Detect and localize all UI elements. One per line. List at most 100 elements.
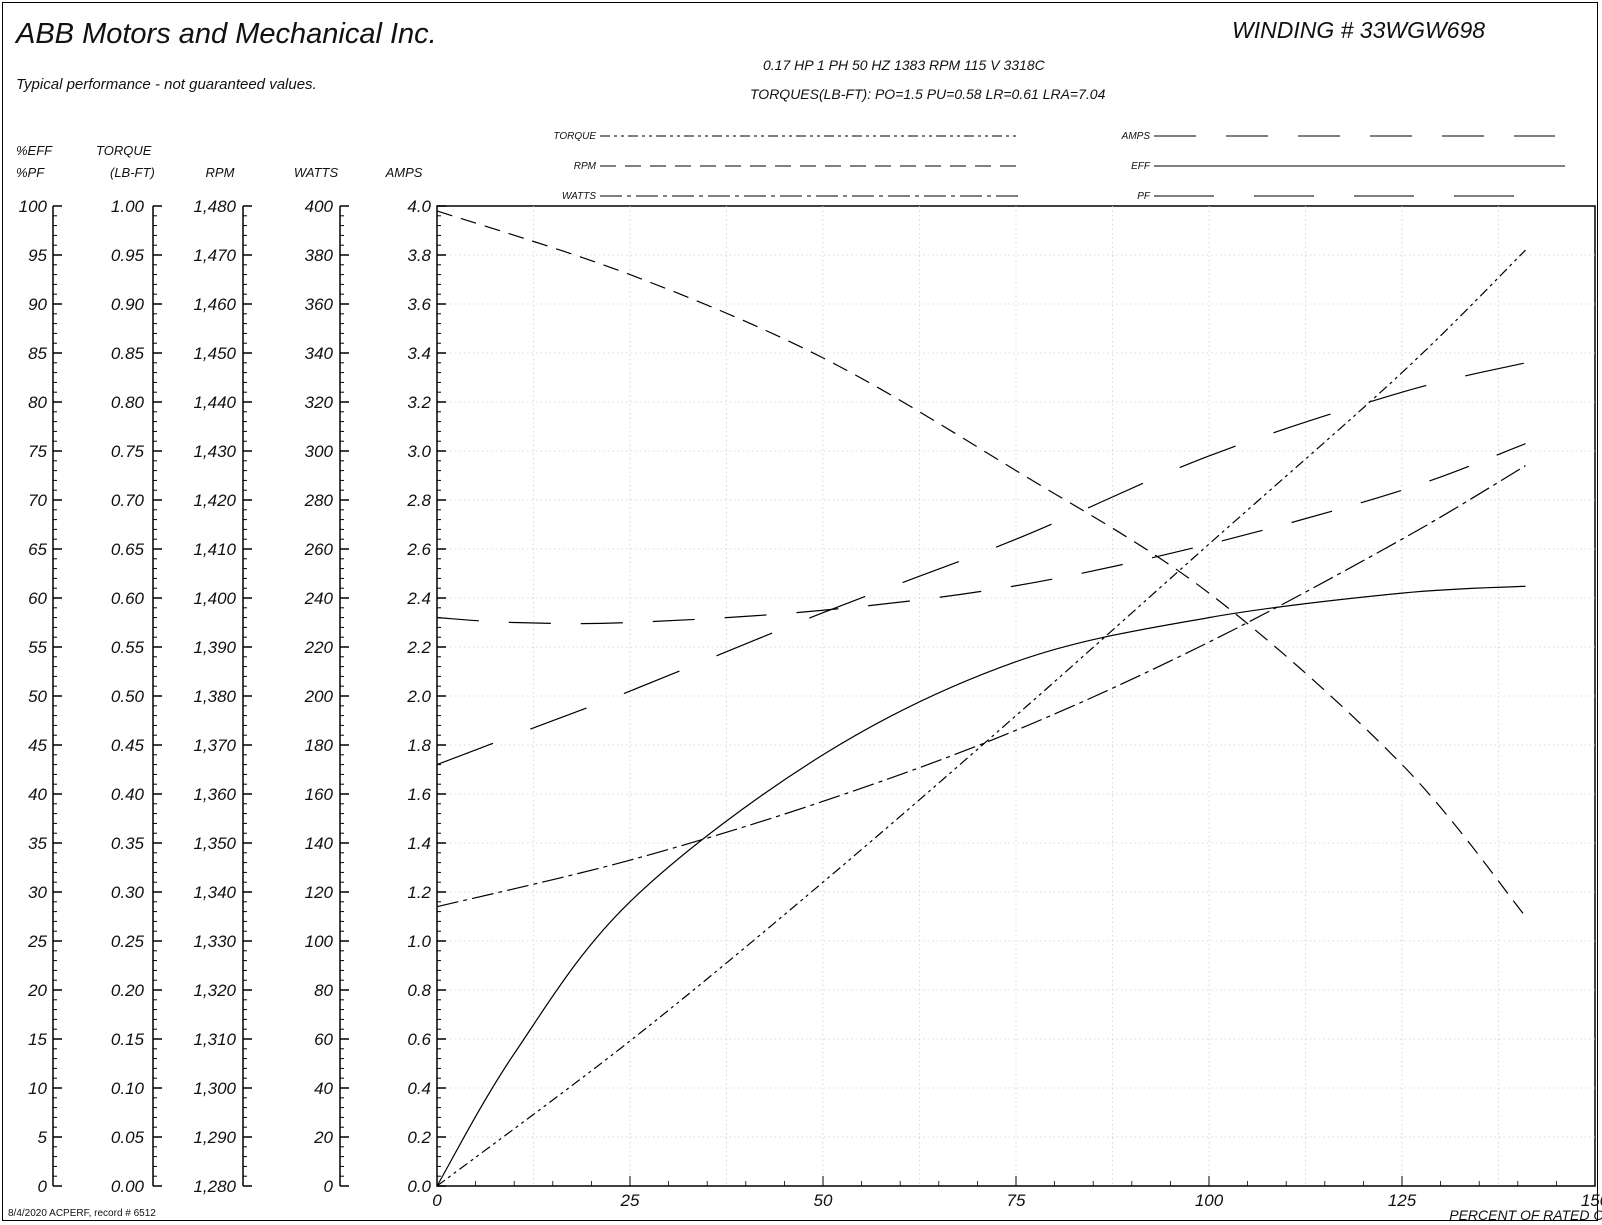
- scale-tick-label: 0.2: [407, 1128, 431, 1147]
- scale-tick-label: 30: [28, 883, 47, 902]
- scale-tick-label: 100: [305, 932, 334, 951]
- scale-tick-label: 240: [304, 589, 334, 608]
- scale-tick-label: 1.6: [407, 785, 431, 804]
- x-tick-label: 125: [1388, 1191, 1417, 1210]
- scale-tick-label: 45: [28, 736, 47, 755]
- scale-tick-label: 400: [305, 197, 334, 216]
- scale-tick-label: 1,300: [193, 1079, 236, 1098]
- series-watts-line: [436, 465, 1526, 908]
- company-title: ABB Motors and Mechanical Inc.: [16, 18, 437, 50]
- scale-tick-label: 0.15: [111, 1030, 145, 1049]
- scale-tick-label: 1,390: [193, 638, 236, 657]
- scale-tick-label: 95: [28, 246, 47, 265]
- scale-tick-label: 0.70: [111, 491, 145, 510]
- scale-tick-label: 1,350: [193, 834, 236, 853]
- scale-tick-label: 80: [28, 393, 47, 412]
- scale-tick-label: 0.95: [111, 246, 145, 265]
- scale-tick-label: 0.30: [111, 883, 145, 902]
- scale-tick-label: 85: [28, 344, 47, 363]
- scale-tick-label: 1.0: [407, 932, 431, 951]
- scale-tick-label: 1,340: [193, 883, 236, 902]
- scale-tick-label: 1,370: [193, 736, 236, 755]
- scale-tick-label: 0.60: [111, 589, 145, 608]
- scale-tick-label: 1,470: [193, 246, 236, 265]
- scale-tick-label: 1,420: [193, 491, 236, 510]
- scale-tick-label: 100: [19, 197, 48, 216]
- scale-header: WATTS: [294, 165, 339, 180]
- torque-values: TORQUES(LB-FT): PO=1.5 PU=0.58 LR=0.61 L…: [750, 86, 1106, 102]
- scale-tick-label: 20: [27, 981, 47, 1000]
- scale-tick-label: 1.4: [407, 834, 431, 853]
- x-tick-label: 75: [1007, 1191, 1026, 1210]
- series-amps-line: [436, 443, 1526, 625]
- scale-tick-label: 0.40: [111, 785, 145, 804]
- scale-tick-label: 1,440: [193, 393, 236, 412]
- winding-number: WINDING # 33WGW698: [1232, 17, 1486, 43]
- scale-tick-label: 0.00: [111, 1177, 145, 1196]
- scale-tick-label: 0.50: [111, 687, 145, 706]
- scale-tick-label: 4.0: [407, 197, 431, 216]
- scale-tick-label: 2.2: [406, 638, 431, 657]
- motor-specs: 0.17 HP 1 PH 50 HZ 1383 RPM 115 V 3318C: [763, 57, 1045, 73]
- scale-tick-label: 80: [314, 981, 333, 1000]
- scale-header: TORQUE: [96, 143, 152, 158]
- scale-tick-label: 0.6: [407, 1030, 431, 1049]
- legend-label: AMPS: [1121, 131, 1151, 142]
- series-pf-line: [436, 362, 1526, 766]
- scale-tick-label: 2.0: [406, 687, 431, 706]
- scale-tick-label: 0.0: [407, 1177, 431, 1196]
- disclaimer-text: Typical performance - not guaranteed val…: [16, 76, 317, 93]
- scale-tick-label: 1,450: [193, 344, 236, 363]
- scale-tick-label: 380: [305, 246, 334, 265]
- scale-tick-label: 3.0: [407, 442, 431, 461]
- scale-tick-label: 0: [324, 1177, 334, 1196]
- scale-tick-label: 1,360: [193, 785, 236, 804]
- scale-tick-label: 1,330: [193, 932, 236, 951]
- scale-tick-label: 0.25: [111, 932, 145, 951]
- legend-label: WATTS: [562, 191, 596, 202]
- scale-tick-label: 340: [305, 344, 334, 363]
- scale-tick-label: 60: [28, 589, 47, 608]
- scale-tick-label: 360: [305, 295, 334, 314]
- scale-tick-label: 1,290: [193, 1128, 236, 1147]
- series-torque-line: [436, 249, 1526, 1187]
- scale-tick-label: 20: [313, 1128, 333, 1147]
- scale-tick-label: 260: [304, 540, 334, 559]
- legend-label: PF: [1137, 191, 1151, 202]
- scale-tick-label: 50: [28, 687, 47, 706]
- scale-tick-label: 65: [28, 540, 47, 559]
- x-tick-label: 25: [620, 1191, 640, 1210]
- scale-header: (LB-FT): [110, 165, 155, 180]
- scale-header: %PF: [16, 165, 45, 180]
- scale-tick-label: 1,280: [193, 1177, 236, 1196]
- scale-tick-label: 5: [38, 1128, 48, 1147]
- scale-tick-label: 3.8: [407, 246, 431, 265]
- scale-tick-label: 120: [305, 883, 334, 902]
- scale-tick-label: 3.4: [407, 344, 431, 363]
- series-rpm-line: [436, 210, 1526, 917]
- scale-tick-label: 1,480: [193, 197, 236, 216]
- scale-tick-label: 300: [305, 442, 334, 461]
- scale-tick-label: 0.80: [111, 393, 145, 412]
- scale-tick-label: 2.4: [406, 589, 431, 608]
- scale-tick-label: 75: [28, 442, 47, 461]
- footer-record: 8/4/2020 ACPERF, record # 6512: [8, 1208, 156, 1219]
- scale-tick-label: 220: [304, 638, 334, 657]
- scale-tick-label: 0: [38, 1177, 48, 1196]
- scale-tick-label: 0.05: [111, 1128, 145, 1147]
- scale-tick-label: 70: [28, 491, 47, 510]
- scale-header: %EFF: [16, 143, 53, 158]
- scale-tick-label: 2.6: [406, 540, 431, 559]
- legend-label: RPM: [574, 161, 597, 172]
- x-tick-label: 0: [432, 1191, 442, 1210]
- scale-tick-label: 200: [304, 687, 334, 706]
- scale-tick-label: 2.8: [406, 491, 431, 510]
- scale-tick-label: 55: [28, 638, 47, 657]
- x-tick-label: 100: [1195, 1191, 1224, 1210]
- scale-tick-label: 0.55: [111, 638, 145, 657]
- scale-tick-label: 10: [28, 1079, 47, 1098]
- scale-tick-label: 1,430: [193, 442, 236, 461]
- scale-tick-label: 15: [28, 1030, 47, 1049]
